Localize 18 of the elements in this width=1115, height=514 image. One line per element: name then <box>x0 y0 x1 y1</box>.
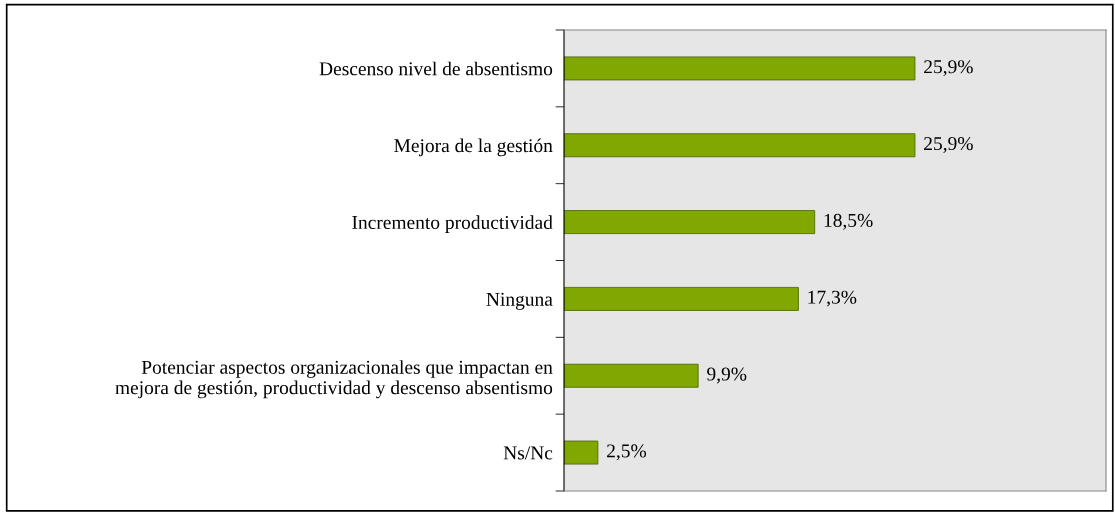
y-tick-label: Descenso nivel de absentismo <box>319 61 553 76</box>
bar <box>564 440 599 465</box>
bar <box>564 363 699 388</box>
y-tick-label: Incremento productividad <box>352 215 553 233</box>
y-tick-label: Ns/Nc <box>503 446 553 460</box>
y-tick-label: Ninguna <box>486 292 553 310</box>
data-label: 17,3% <box>808 290 857 307</box>
bar <box>564 133 916 158</box>
data-label: 2,5% <box>607 444 647 461</box>
bar <box>564 210 816 235</box>
y-tick-label: Mejora de la gestión <box>394 138 553 157</box>
y-tick-label: Potenciar aspectos organizacionales que impactan en mejora de gestión, productividad y descenso absentismo <box>115 360 553 399</box>
data-label: 9,9% <box>707 367 747 384</box>
data-label: 25,9% <box>924 137 973 153</box>
bar <box>564 286 799 311</box>
bar <box>564 56 916 81</box>
data-label: 18,5% <box>824 213 873 230</box>
data-label: 25,9% <box>924 60 973 77</box>
